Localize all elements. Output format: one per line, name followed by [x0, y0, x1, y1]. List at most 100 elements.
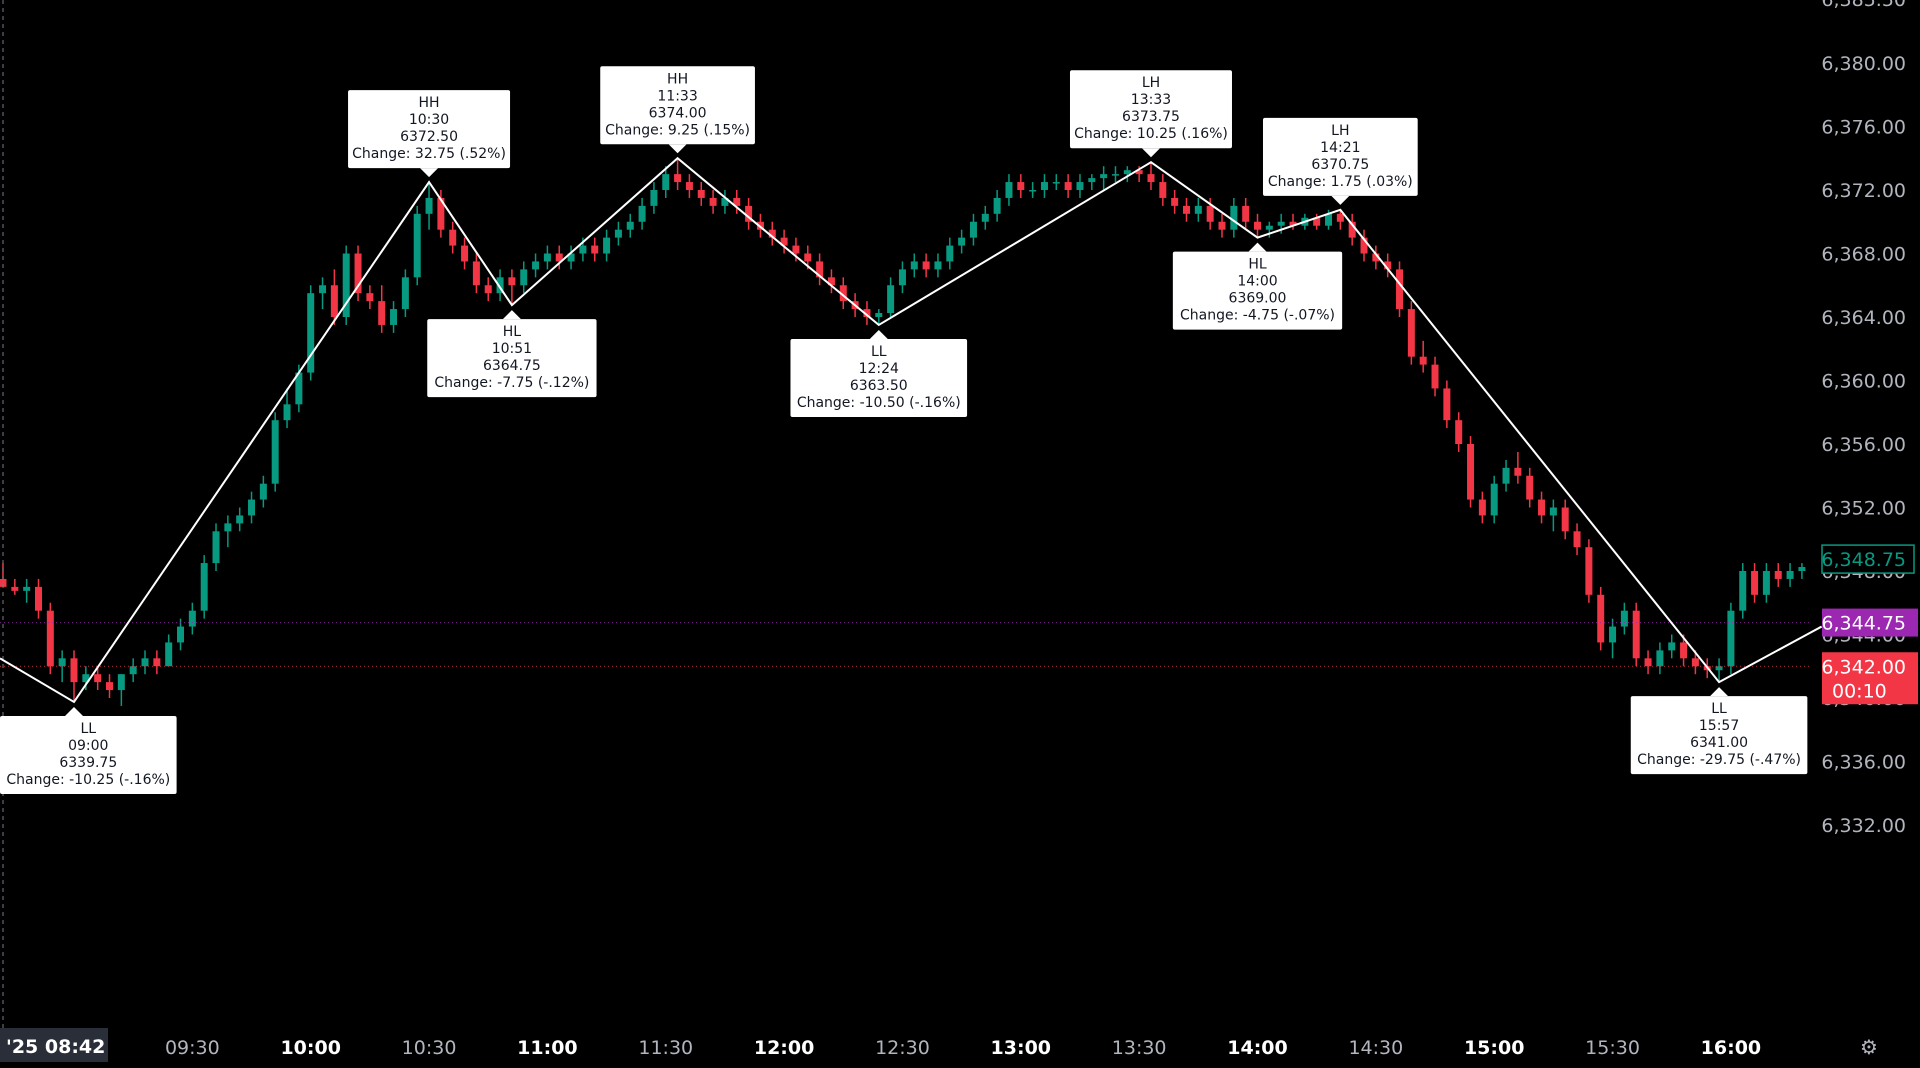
candle-body [638, 205, 646, 222]
pivot-type: HH [667, 71, 688, 87]
candle-body [922, 261, 930, 270]
pivot-pointer [668, 144, 687, 154]
time-tick-label: 13:00 [991, 1037, 1051, 1059]
candle-body [484, 285, 492, 294]
price-axis[interactable]: 6,380.00 6,376.00 6,372.00 6,368.00 6,364.00… [1821, 0, 1906, 837]
pivot-change: Change: 9.25 (.15%) [605, 122, 750, 138]
time-axis[interactable]: 09:30 10:00 10:30 11:00 11:30 12:00 12:30 13:00… [0, 1028, 1920, 1068]
candle-body [839, 285, 847, 302]
pivot-box [1630, 696, 1808, 775]
candle-body [1052, 182, 1060, 184]
candle-body [295, 372, 303, 405]
candle-body [1668, 642, 1676, 651]
candle-body [94, 674, 102, 683]
candle-body [200, 563, 208, 611]
pivot-time: 13:33 [1131, 92, 1171, 108]
candle-body [1348, 221, 1356, 238]
candle-body [188, 610, 196, 627]
price-tag-label: 6,342.00 [1821, 656, 1906, 678]
candle-body [685, 182, 693, 190]
candle-body [1076, 182, 1084, 190]
price-tick-label: 6,385.50 [1821, 0, 1906, 11]
candle-body [958, 237, 966, 246]
price-tag-box [1822, 652, 1918, 705]
candle-body [697, 190, 705, 198]
candle-body [508, 277, 516, 286]
candle-body [1171, 197, 1179, 206]
pivot-pointer [1710, 687, 1729, 697]
candle-body [1644, 658, 1652, 667]
candle-body [674, 174, 682, 183]
price-tick-label: 6,360.00 [1821, 371, 1906, 393]
candle-body [721, 197, 729, 206]
candle-body [1254, 221, 1261, 230]
zigzag-layer [0, 156, 1823, 704]
pivot-price: 6374.00 [649, 105, 707, 121]
time-tick-label: 16:00 [1701, 1037, 1761, 1059]
candle-body [413, 213, 421, 278]
pivot-pointer [420, 168, 439, 178]
candle-body [543, 253, 551, 262]
candle-body [1443, 388, 1451, 421]
candle-body [82, 674, 90, 683]
candle-body [875, 313, 883, 317]
candle-body [1313, 217, 1321, 226]
candle-body [934, 261, 942, 270]
pivot-change: Change: 1.75 (.03%) [1268, 174, 1413, 190]
pivot-price: 6363.50 [850, 378, 908, 394]
candle-body [34, 586, 42, 611]
price-tag-box [1821, 544, 1915, 574]
time-tick-label: 13:30 [1112, 1037, 1167, 1059]
price-tick-label: 6,356.00 [1821, 434, 1906, 456]
time-cursor-bg [0, 1028, 108, 1062]
candle-body [1135, 170, 1143, 175]
candle-body [555, 253, 563, 262]
candle-body [1573, 531, 1581, 548]
candle-body [1159, 182, 1167, 198]
candle-body [449, 229, 457, 246]
pivot-type: LL [871, 344, 887, 360]
candle-body [283, 404, 291, 421]
candle-body [1490, 483, 1498, 516]
candle-body [1419, 356, 1427, 365]
price-tag-box [1822, 608, 1918, 637]
candle-body [1384, 261, 1392, 270]
pivot-box [427, 319, 597, 398]
candle-body [1609, 626, 1617, 643]
candle-body [1100, 174, 1108, 179]
candle-body [946, 245, 954, 262]
candle-body [1502, 467, 1510, 484]
price-tick-label: 6,368.00 [1821, 244, 1906, 266]
time-tick-label: 11:00 [517, 1037, 577, 1059]
candle-body [1751, 571, 1759, 595]
candle-body [153, 658, 161, 667]
candle-body [969, 221, 977, 238]
candle-body [603, 237, 611, 254]
candle-body [1514, 467, 1522, 476]
candle-body [1774, 571, 1782, 579]
candle-body [709, 197, 717, 206]
pivot-price: 6369.00 [1229, 291, 1287, 307]
candle-body [1786, 571, 1794, 579]
candle-body [472, 261, 480, 286]
candle-body [816, 261, 824, 278]
pivot-box [1172, 251, 1343, 330]
candle-body [212, 531, 220, 564]
candle-body [614, 229, 622, 238]
candle-body [224, 523, 232, 532]
candle-body [780, 237, 788, 246]
pivot-time: 12:24 [859, 361, 899, 377]
candle-body [567, 253, 575, 262]
candle-body [1656, 650, 1664, 667]
candle-body [1467, 444, 1475, 500]
candle-body [437, 197, 445, 230]
candle-body [496, 277, 504, 294]
candle-body [1360, 237, 1368, 254]
candle-body [1206, 205, 1214, 222]
settings-gear-icon[interactable]: ⚙ [1860, 1035, 1878, 1059]
pivot-box [0, 715, 177, 794]
